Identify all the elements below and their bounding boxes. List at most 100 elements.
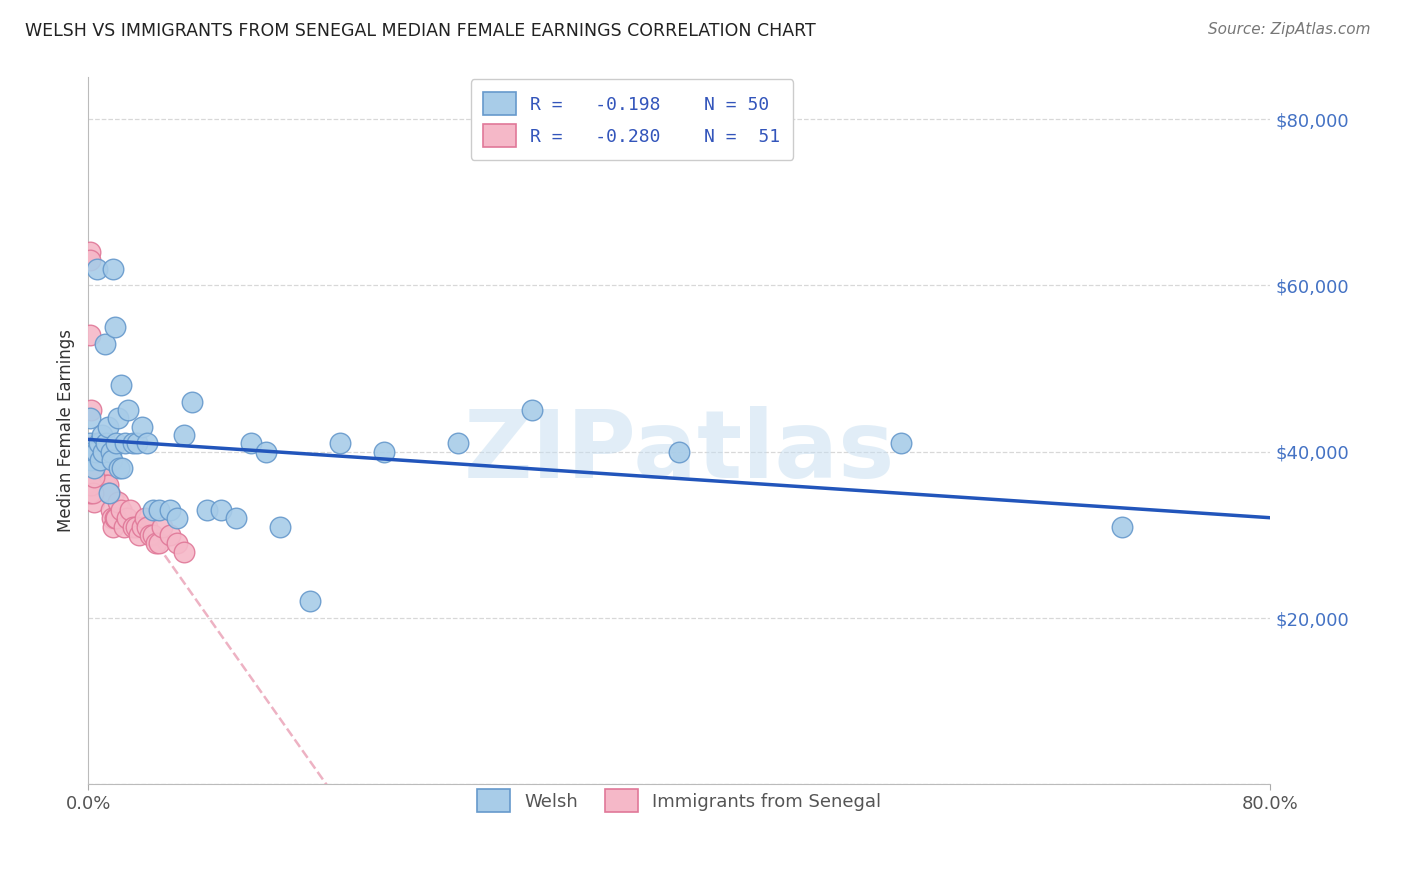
Point [107, 411, 129, 425]
Point [117, 403, 139, 417]
Point [79, 328, 101, 343]
Point [107, 494, 129, 508]
Point [79, 411, 101, 425]
Point [104, 320, 127, 334]
Point [86, 261, 108, 276]
Point [80, 478, 103, 492]
Point [139, 528, 162, 542]
Point [89, 453, 111, 467]
Point [104, 511, 127, 525]
Point [115, 511, 138, 525]
Point [93, 336, 115, 351]
Point [84, 444, 107, 458]
Point [91, 478, 114, 492]
Point [142, 528, 165, 542]
Point [105, 511, 128, 525]
Point [82, 444, 104, 458]
Point [80, 453, 103, 467]
Point [148, 536, 170, 550]
Point [87, 444, 110, 458]
Text: Source: ZipAtlas.com: Source: ZipAtlas.com [1208, 22, 1371, 37]
Point [79, 245, 101, 260]
Text: ZIPatlas: ZIPatlas [464, 406, 896, 498]
Point [100, 503, 122, 517]
Point [134, 511, 156, 525]
Point [128, 528, 150, 542]
Point [520, 403, 543, 417]
Point [121, 519, 143, 533]
Point [100, 444, 122, 458]
Point [166, 536, 188, 550]
Point [173, 544, 195, 558]
Point [82, 486, 104, 500]
Point [118, 503, 141, 517]
Point [145, 536, 167, 550]
Point [80, 461, 103, 475]
Point [97, 419, 120, 434]
Point [89, 469, 111, 483]
Point [105, 436, 128, 450]
Point [101, 511, 124, 525]
Text: WELSH VS IMMIGRANTS FROM SENEGAL MEDIAN FEMALE EARNINGS CORRELATION CHART: WELSH VS IMMIGRANTS FROM SENEGAL MEDIAN … [25, 22, 815, 40]
Point [150, 519, 173, 533]
Point [84, 469, 107, 483]
Point [195, 503, 218, 517]
Point [121, 436, 143, 450]
Point [83, 494, 105, 508]
Point [86, 436, 108, 450]
Point [79, 436, 101, 450]
Point [98, 486, 121, 500]
Point [142, 503, 165, 517]
Point [254, 444, 277, 458]
Point [890, 436, 912, 450]
Point [131, 519, 153, 533]
Point [209, 503, 232, 517]
Point [159, 503, 181, 517]
Point [180, 394, 202, 409]
Point [173, 428, 195, 442]
Point [80, 478, 103, 492]
Point [239, 436, 262, 450]
Point [79, 253, 101, 268]
Point [1111, 519, 1133, 533]
Point [269, 519, 291, 533]
Point [110, 378, 132, 392]
Point [166, 511, 188, 525]
Point [124, 519, 146, 533]
Point [87, 436, 110, 450]
Point [225, 511, 247, 525]
Point [111, 461, 134, 475]
Point [668, 444, 690, 458]
Point [110, 503, 132, 517]
Point [103, 519, 125, 533]
Point [93, 461, 115, 475]
Point [108, 461, 131, 475]
Point [447, 436, 470, 450]
Point [94, 436, 117, 450]
Point [94, 478, 117, 492]
Point [79, 486, 101, 500]
Point [87, 436, 110, 450]
Point [91, 444, 114, 458]
Legend: Welsh, Immigrants from Senegal: Welsh, Immigrants from Senegal [465, 776, 894, 825]
Point [114, 436, 136, 450]
Point [373, 444, 395, 458]
Point [112, 519, 135, 533]
Point [83, 461, 105, 475]
Point [97, 478, 120, 492]
Point [90, 461, 112, 475]
Point [103, 261, 125, 276]
Point [131, 419, 153, 434]
Point [298, 594, 321, 608]
Point [136, 436, 159, 450]
Point [83, 469, 105, 483]
Point [84, 478, 107, 492]
Point [82, 461, 104, 475]
Point [98, 486, 121, 500]
Point [159, 528, 181, 542]
Point [82, 469, 104, 483]
Point [328, 436, 350, 450]
Point [83, 461, 105, 475]
Point [90, 428, 112, 442]
Point [148, 503, 170, 517]
